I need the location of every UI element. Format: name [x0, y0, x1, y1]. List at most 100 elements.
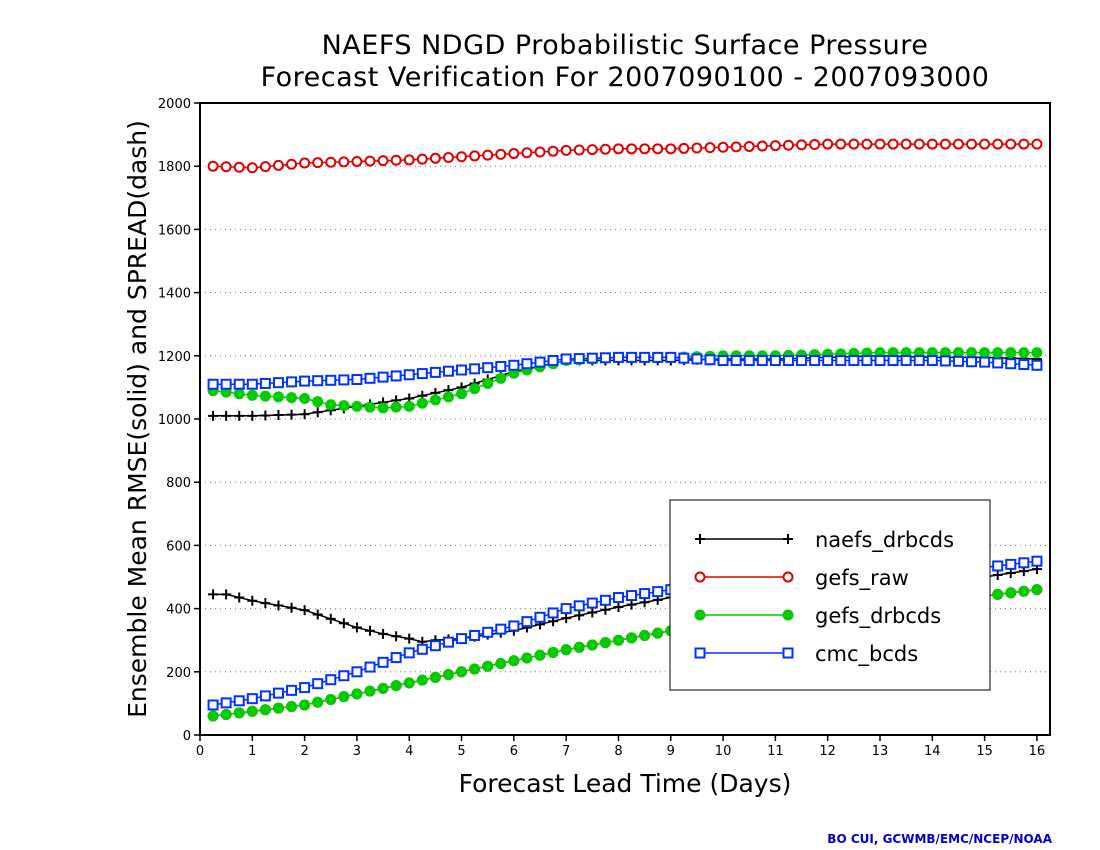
data-point-gefs-drbcds-spread	[286, 701, 298, 713]
data-point-cmc-bcds-rmse	[495, 360, 507, 372]
data-point-cmc-bcds-rmse	[1018, 358, 1030, 370]
data-point-cmc-bcds-rmse	[220, 378, 232, 390]
data-point-naefs-drbcds-rmse	[299, 409, 310, 420]
x-tick-label: 1	[248, 744, 256, 759]
data-point-gefs-drbcds-spread	[1031, 584, 1043, 596]
data-point-cmc-bcds-rmse	[913, 355, 925, 367]
data-point-gefs-drbcds-spread	[364, 685, 376, 697]
data-point-gefs-raw-rmse	[939, 138, 951, 150]
data-point-gefs-drbcds-rmse	[403, 400, 415, 412]
legend-marker-gefs-drbcds	[782, 609, 794, 621]
data-point-gefs-drbcds-rmse	[1005, 347, 1017, 359]
data-point-cmc-bcds-spread	[429, 640, 441, 652]
data-point-cmc-bcds-spread	[560, 603, 572, 615]
data-point-gefs-raw-rmse	[299, 157, 311, 169]
data-point-cmc-bcds-spread	[299, 682, 311, 694]
legend-marker-gefs-raw	[694, 571, 706, 583]
data-point-cmc-bcds-spread	[534, 611, 546, 623]
data-point-cmc-bcds-rmse	[299, 375, 311, 387]
data-point-gefs-drbcds-rmse	[1031, 347, 1043, 359]
data-point-cmc-bcds-rmse	[312, 375, 324, 387]
x-tick-label: 12	[819, 744, 836, 759]
data-point-naefs-drbcds-rmse	[234, 410, 245, 421]
data-point-cmc-bcds-rmse	[678, 352, 690, 364]
data-point-cmc-bcds-rmse	[560, 353, 572, 365]
x-axis-label: Forecast Lead Time (Days)	[459, 769, 792, 798]
data-point-gefs-raw-rmse	[233, 161, 245, 173]
legend-label-naefs-drbcds: naefs_drbcds	[815, 528, 954, 553]
x-tick-label: 15	[976, 744, 993, 759]
data-point-cmc-bcds-spread	[233, 695, 245, 707]
data-point-gefs-drbcds-spread	[429, 671, 441, 683]
data-point-naefs-drbcds-spread	[992, 570, 1003, 581]
data-point-gefs-drbcds-spread	[312, 696, 324, 708]
data-point-gefs-raw-rmse	[743, 140, 755, 152]
data-point-naefs-drbcds-spread	[286, 602, 297, 613]
data-point-cmc-bcds-spread	[521, 616, 533, 628]
data-point-cmc-bcds-rmse	[691, 353, 703, 365]
y-tick-label: 800	[166, 476, 191, 491]
data-point-gefs-raw-rmse	[782, 139, 794, 151]
data-point-cmc-bcds-rmse	[364, 372, 376, 384]
data-point-cmc-bcds-rmse	[325, 374, 337, 386]
data-point-gefs-raw-rmse	[612, 143, 624, 155]
data-point-gefs-drbcds-spread	[351, 688, 363, 700]
data-point-gefs-drbcds-rmse	[429, 394, 441, 406]
legend-marker-gefs-raw	[782, 571, 794, 583]
data-point-gefs-raw-rmse	[272, 159, 284, 171]
data-point-gefs-raw-rmse	[286, 158, 298, 170]
data-point-naefs-drbcds-rmse	[273, 410, 284, 421]
x-tick-label: 4	[405, 744, 413, 759]
x-tick-label: 16	[1029, 744, 1046, 759]
x-tick-label: 8	[614, 744, 622, 759]
data-point-gefs-drbcds-rmse	[246, 389, 258, 401]
legend-marker-naefs-drbcds	[695, 534, 705, 544]
data-point-naefs-drbcds-spread	[574, 610, 585, 621]
data-point-naefs-drbcds-spread	[325, 613, 336, 624]
data-point-cmc-bcds-spread	[325, 674, 337, 686]
data-point-gefs-raw-rmse	[377, 155, 389, 167]
data-point-cmc-bcds-rmse	[952, 355, 964, 367]
data-point-gefs-raw-rmse	[521, 147, 533, 159]
data-point-cmc-bcds-spread	[312, 678, 324, 690]
data-point-gefs-drbcds-rmse	[469, 383, 481, 395]
data-point-cmc-bcds-rmse	[848, 355, 860, 367]
legend-label-cmc-bcds: cmc_bcds	[815, 642, 918, 667]
data-point-gefs-drbcds-rmse	[482, 377, 494, 389]
data-point-cmc-bcds-rmse	[743, 355, 755, 367]
data-point-cmc-bcds-rmse	[1005, 358, 1017, 370]
data-point-gefs-raw-rmse	[809, 138, 821, 150]
data-point-naefs-drbcds-rmse	[286, 409, 297, 420]
x-tick-label: 11	[767, 744, 784, 759]
data-point-cmc-bcds-rmse	[717, 355, 729, 367]
data-point-gefs-drbcds-spread	[495, 658, 507, 670]
data-point-gefs-raw-rmse	[246, 162, 258, 174]
data-point-naefs-drbcds-spread	[587, 607, 598, 618]
data-point-cmc-bcds-rmse	[665, 351, 677, 363]
data-point-gefs-raw-rmse	[704, 142, 716, 154]
series-line-cmc-bcds-rmse	[213, 356, 1037, 385]
data-point-cmc-bcds-spread	[586, 597, 598, 609]
data-point-cmc-bcds-spread	[469, 629, 481, 641]
data-point-gefs-drbcds-rmse	[390, 401, 402, 413]
x-tick-label: 13	[872, 744, 889, 759]
data-point-gefs-raw-rmse	[730, 141, 742, 153]
data-point-gefs-drbcds-rmse	[351, 400, 363, 412]
data-point-gefs-drbcds-spread	[534, 649, 546, 661]
data-point-gefs-drbcds-rmse	[377, 402, 389, 414]
data-point-gefs-drbcds-spread	[456, 666, 468, 678]
data-point-gefs-drbcds-spread	[325, 693, 337, 705]
data-point-cmc-bcds-rmse	[573, 353, 585, 365]
data-point-cmc-bcds-rmse	[900, 355, 912, 367]
data-point-cmc-bcds-rmse	[521, 358, 533, 370]
x-tick-label: 5	[457, 744, 465, 759]
data-point-gefs-raw-rmse	[626, 143, 638, 155]
data-point-cmc-bcds-rmse	[508, 359, 520, 371]
y-tick-label: 200	[166, 666, 191, 681]
data-point-gefs-raw-rmse	[691, 142, 703, 154]
data-point-gefs-raw-rmse	[652, 143, 664, 155]
y-tick-label: 0	[183, 729, 191, 744]
data-point-cmc-bcds-rmse	[704, 354, 716, 366]
data-point-gefs-raw-rmse	[913, 138, 925, 150]
